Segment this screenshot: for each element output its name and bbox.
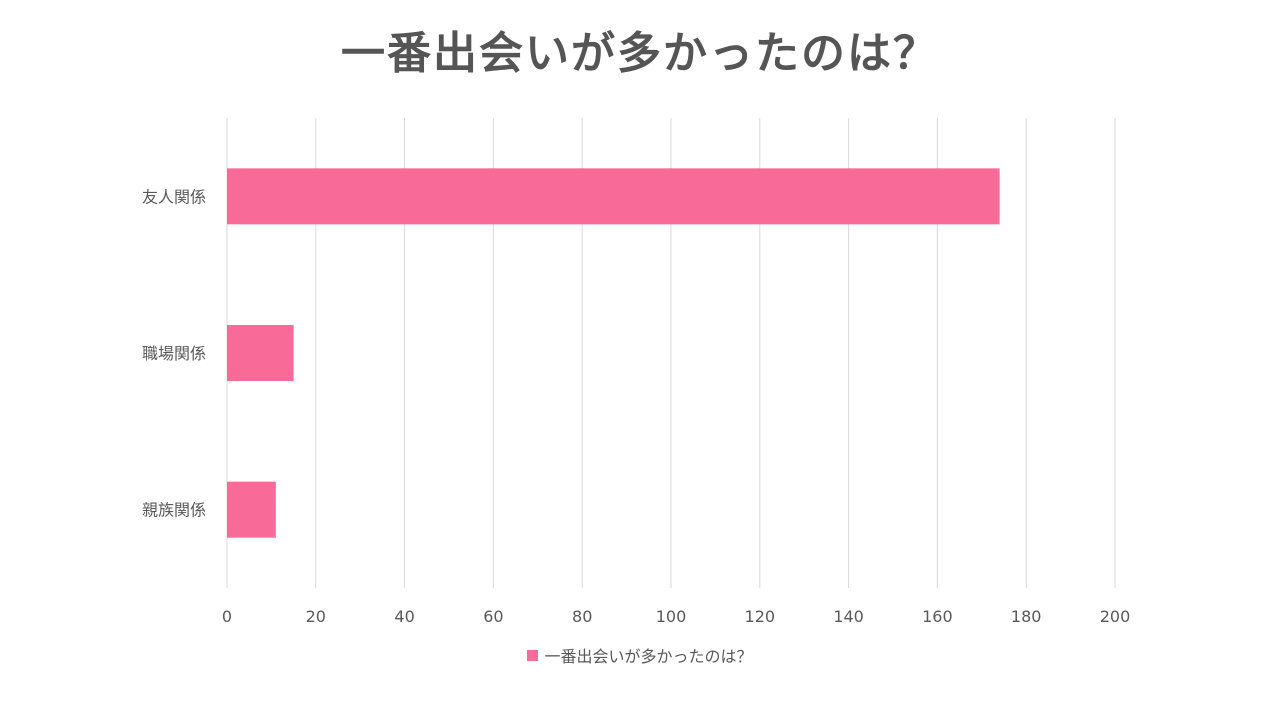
chart-title: 一番出会いが多かったのは？: [341, 28, 939, 79]
x-axis-tick-labels: 0 20 40 60 80 100 120 140 160 180 200: [222, 607, 1130, 626]
x-tick-label: 0: [222, 607, 232, 626]
x-tick-label: 20: [306, 607, 326, 626]
x-tick-label: 160: [922, 607, 953, 626]
x-tick-label: 140: [833, 607, 864, 626]
category-label: 職場関係: [142, 344, 206, 363]
x-tick-label: 40: [394, 607, 414, 626]
x-tick-label: 60: [483, 607, 503, 626]
legend-swatch: [527, 649, 539, 661]
category-label: 親族関係: [142, 501, 206, 520]
x-tick-label: 100: [656, 607, 687, 626]
bars: [227, 168, 1000, 538]
bar: [227, 325, 294, 381]
legend: 一番出会いが多かったのは？: [0, 643, 1280, 667]
category-label: 友人関係: [142, 187, 206, 206]
bar: [227, 481, 276, 538]
legend-label: 一番出会いが多かったのは？: [544, 647, 753, 666]
x-tick-label: 80: [572, 607, 592, 626]
x-tick-label: 200: [1100, 607, 1131, 626]
bar: [227, 168, 1000, 225]
x-tick-label: 120: [745, 607, 776, 626]
x-tick-label: 180: [1011, 607, 1042, 626]
